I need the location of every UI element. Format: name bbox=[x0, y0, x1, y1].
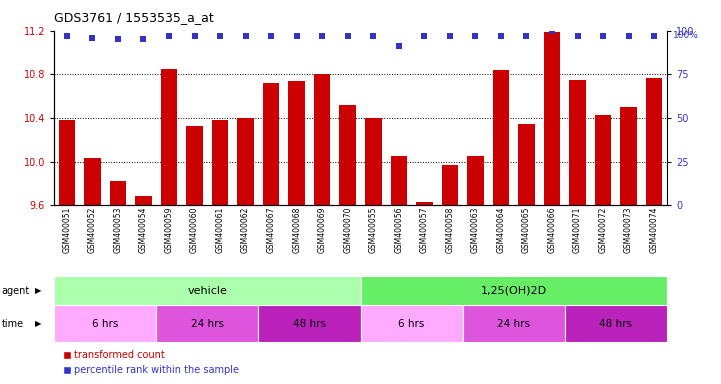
Text: 100%: 100% bbox=[673, 31, 699, 40]
Point bbox=[368, 33, 379, 39]
Bar bbox=[365, 118, 381, 205]
Point bbox=[597, 33, 609, 39]
Point bbox=[112, 36, 124, 43]
Bar bbox=[161, 69, 177, 205]
Point bbox=[495, 33, 507, 39]
Point bbox=[521, 33, 532, 39]
Bar bbox=[646, 78, 663, 205]
Bar bbox=[314, 74, 330, 205]
Point bbox=[469, 33, 481, 39]
Bar bbox=[544, 32, 560, 205]
Bar bbox=[565, 305, 667, 342]
Bar bbox=[212, 120, 229, 205]
Text: ▶: ▶ bbox=[35, 286, 41, 295]
Point bbox=[342, 33, 353, 39]
Bar bbox=[156, 305, 258, 342]
Point bbox=[265, 33, 277, 39]
Text: 1,25(OH)2D: 1,25(OH)2D bbox=[481, 286, 547, 296]
Bar bbox=[416, 202, 433, 205]
Point bbox=[138, 36, 149, 43]
Point bbox=[419, 33, 430, 39]
Bar bbox=[518, 124, 535, 205]
Text: 48 hrs: 48 hrs bbox=[599, 318, 632, 329]
Point bbox=[317, 33, 328, 39]
Point bbox=[393, 43, 404, 50]
Point bbox=[291, 33, 302, 39]
Legend: transformed count, percentile rank within the sample: transformed count, percentile rank withi… bbox=[59, 346, 242, 379]
Point bbox=[61, 33, 73, 39]
Bar bbox=[340, 105, 356, 205]
Text: vehicle: vehicle bbox=[187, 286, 227, 296]
Bar bbox=[84, 159, 101, 205]
Point bbox=[547, 28, 558, 34]
Bar bbox=[467, 156, 484, 205]
Text: 24 hrs: 24 hrs bbox=[497, 318, 530, 329]
Bar bbox=[258, 305, 360, 342]
Bar bbox=[186, 126, 203, 205]
Text: 6 hrs: 6 hrs bbox=[399, 318, 425, 329]
Bar bbox=[360, 276, 667, 305]
Point bbox=[623, 33, 634, 39]
Text: 48 hrs: 48 hrs bbox=[293, 318, 326, 329]
Bar bbox=[58, 120, 75, 205]
Bar bbox=[570, 80, 586, 205]
Bar bbox=[54, 305, 156, 342]
Bar bbox=[110, 181, 126, 205]
Bar bbox=[391, 156, 407, 205]
Bar bbox=[54, 276, 360, 305]
Bar bbox=[360, 305, 463, 342]
Bar bbox=[441, 165, 458, 205]
Point bbox=[214, 33, 226, 39]
Bar bbox=[595, 115, 611, 205]
Point bbox=[240, 33, 252, 39]
Point bbox=[163, 33, 174, 39]
Text: time: time bbox=[1, 318, 24, 329]
Text: 6 hrs: 6 hrs bbox=[92, 318, 118, 329]
Text: 24 hrs: 24 hrs bbox=[191, 318, 224, 329]
Bar bbox=[263, 83, 280, 205]
Text: agent: agent bbox=[1, 286, 30, 296]
Text: ▶: ▶ bbox=[35, 319, 41, 328]
Bar bbox=[237, 118, 254, 205]
Point bbox=[572, 33, 583, 39]
Point bbox=[189, 33, 200, 39]
Bar bbox=[288, 81, 305, 205]
Point bbox=[444, 33, 456, 39]
Point bbox=[87, 35, 98, 41]
Bar bbox=[620, 107, 637, 205]
Point bbox=[648, 33, 660, 39]
Bar bbox=[463, 305, 565, 342]
Text: GDS3761 / 1553535_a_at: GDS3761 / 1553535_a_at bbox=[54, 12, 214, 25]
Bar bbox=[492, 70, 509, 205]
Bar bbox=[135, 195, 151, 205]
